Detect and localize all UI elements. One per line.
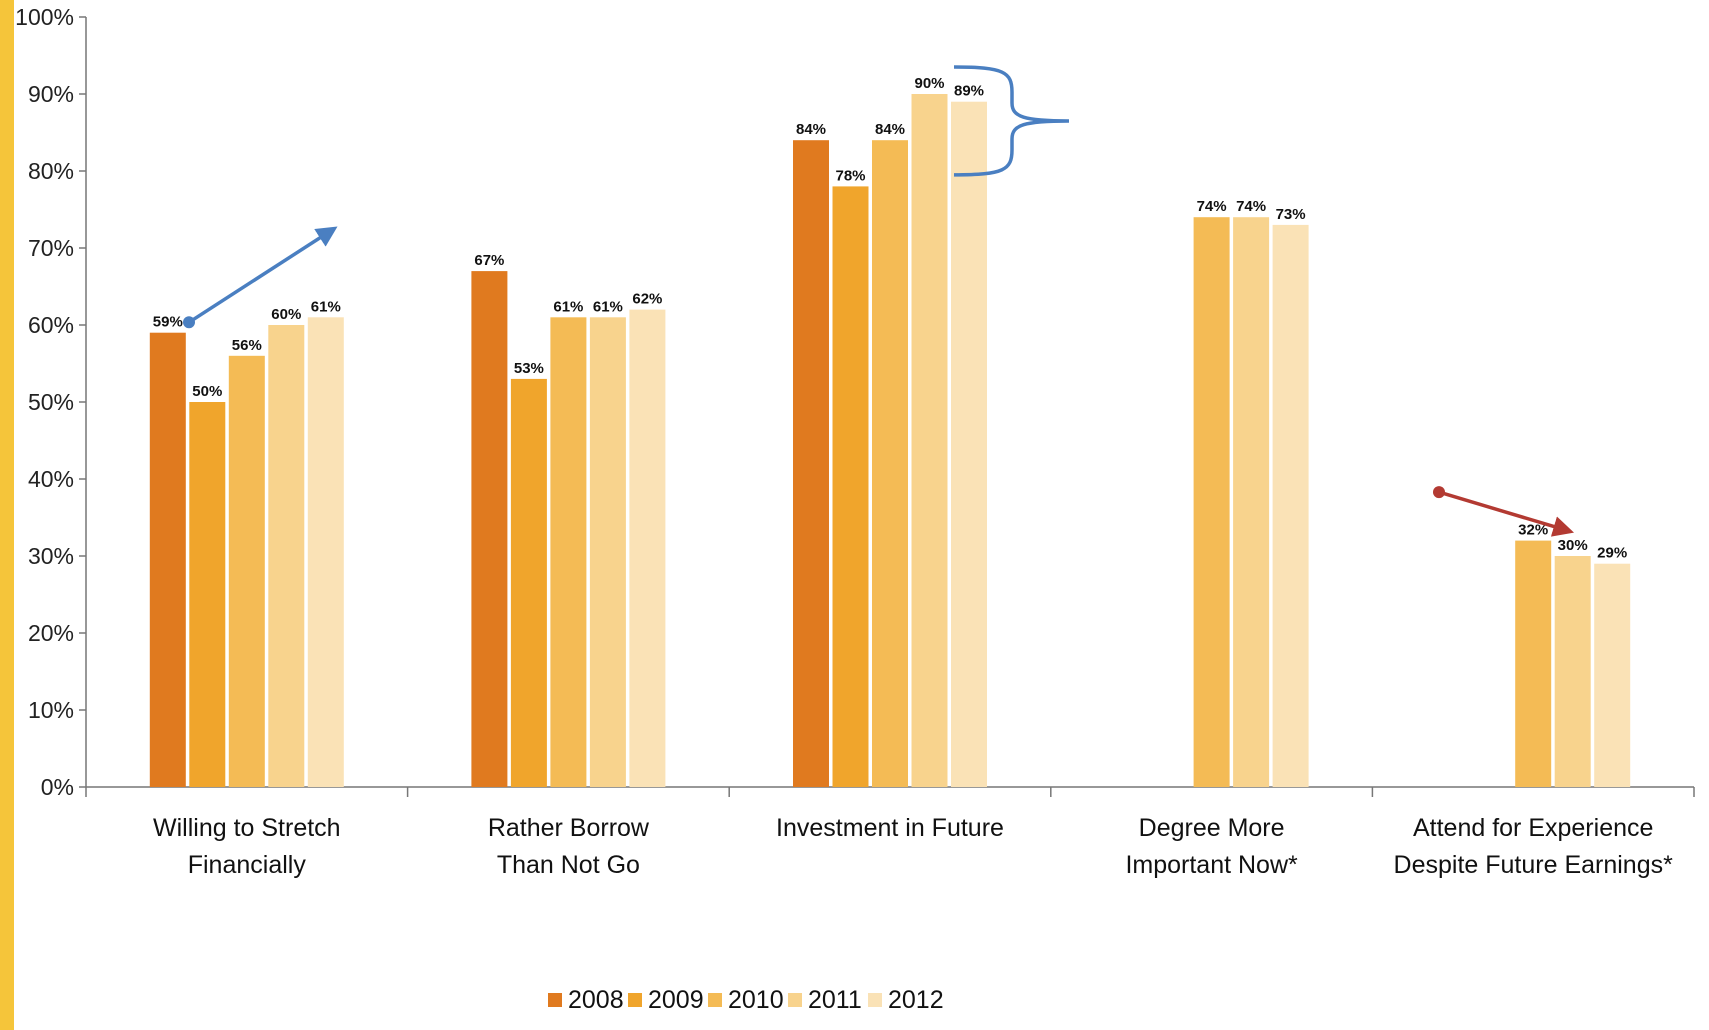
legend-swatch-2012 [868, 993, 882, 1007]
bar-2011 [1233, 217, 1270, 787]
data-label: 50% [192, 383, 222, 400]
legend-label: 2011 [808, 986, 862, 1014]
y-tick-label: 100% [15, 4, 74, 30]
category-label: Investment in Future [776, 814, 1004, 842]
bar-2010 [550, 317, 587, 787]
data-label: 78% [835, 167, 865, 184]
bar-2008 [471, 271, 508, 788]
bar-2008 [149, 332, 186, 787]
category-label: Despite Future Earnings* [1394, 851, 1674, 879]
data-label: 32% [1518, 522, 1548, 539]
y-tick-label: 40% [28, 466, 74, 492]
bar-2011 [268, 325, 305, 787]
data-label: 67% [474, 252, 504, 269]
category-label: Important Now* [1125, 851, 1298, 879]
bar-2011 [589, 317, 626, 787]
data-label: 84% [796, 121, 826, 138]
data-label: 89% [954, 83, 984, 100]
data-label: 62% [632, 291, 662, 308]
data-label: 61% [593, 298, 623, 315]
legend-label: 2008 [568, 986, 624, 1014]
category-label: Rather Borrow [488, 814, 650, 842]
category-label: Financially [188, 851, 307, 879]
y-tick-label: 90% [28, 81, 74, 107]
data-label: 53% [514, 360, 544, 377]
bar-2010 [872, 140, 908, 787]
y-tick-label: 20% [28, 620, 74, 646]
y-tick-label: 0% [41, 774, 74, 800]
bar-2011 [1554, 556, 1591, 787]
data-label: 74% [1236, 198, 1266, 215]
y-tick-label: 10% [28, 697, 74, 723]
data-label: 74% [1197, 198, 1227, 215]
y-tick-label: 70% [28, 235, 74, 261]
data-label: 56% [232, 337, 262, 354]
data-label: 73% [1276, 206, 1306, 223]
bar-2012 [1594, 563, 1631, 787]
category-label: Degree More [1139, 814, 1285, 842]
y-tick-label: 80% [28, 158, 74, 184]
bar-2012 [1272, 224, 1309, 787]
y-tick-label: 30% [28, 543, 74, 569]
trend-down-arrow [1438, 490, 1575, 537]
bar-chart: 0% 10% 20% 30% 40% 50% 60% 70% 80% 90% 100% 59% 50% 5… [15, 4, 1695, 1014]
category-label: Attend for Experience [1413, 814, 1653, 842]
bar-2010 [228, 355, 265, 787]
data-label: 90% [914, 75, 944, 92]
bracket-annotation [953, 65, 1070, 177]
data-label: 30% [1558, 537, 1588, 554]
legend-label: 2009 [648, 986, 704, 1014]
legend-label: 2010 [728, 986, 784, 1014]
data-label: 61% [311, 298, 341, 315]
chart-area: 0% 10% 20% 30% 40% 50% 60% 70% 80% 90% 100% 59% 50% 5… [14, 0, 1709, 1030]
data-label: 60% [271, 306, 301, 323]
trend-up-arrow [188, 226, 338, 324]
data-label: 29% [1597, 545, 1627, 562]
bar-2012 [307, 317, 344, 787]
bar-2012 [951, 101, 987, 787]
bar-2011 [911, 94, 948, 787]
bar-2009 [832, 186, 869, 787]
category-label: Willing to Stretch [153, 814, 341, 842]
legend-swatch-2011 [788, 993, 802, 1007]
bar-2009 [189, 402, 226, 787]
data-label: 84% [875, 121, 905, 138]
legend-swatch-2008 [548, 993, 562, 1007]
category-label: Than Not Go [497, 851, 640, 879]
y-tick-label: 50% [28, 389, 74, 415]
bar-2009 [510, 378, 547, 787]
data-label: 59% [153, 314, 183, 331]
data-label: 61% [553, 298, 583, 315]
legend-swatch-2009 [628, 993, 642, 1007]
legend-swatch-2010 [708, 993, 722, 1007]
bar-2010 [1193, 217, 1230, 787]
bar-2008 [793, 140, 829, 787]
bar-2010 [1515, 540, 1552, 787]
bar-2012 [629, 309, 666, 787]
legend-label: 2012 [888, 986, 944, 1014]
y-tick-label: 60% [28, 312, 74, 338]
